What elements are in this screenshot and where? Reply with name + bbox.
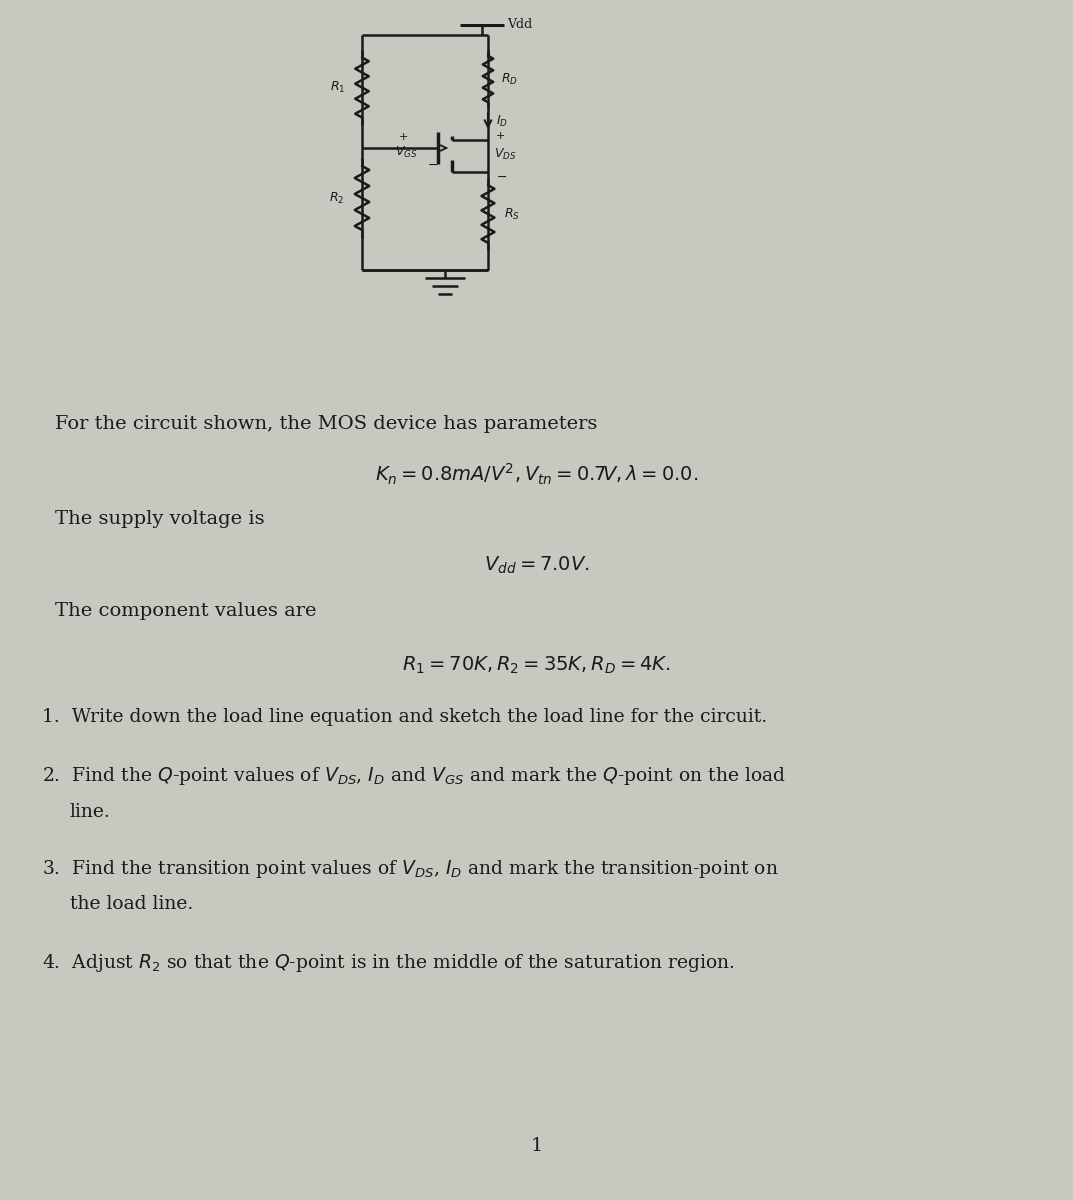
Text: The supply voltage is: The supply voltage is [55,510,265,528]
Text: the load line.: the load line. [70,895,193,913]
Text: 1.  Write down the load line equation and sketch the load line for the circuit.: 1. Write down the load line equation and… [42,708,767,726]
Text: $-$: $-$ [427,158,439,170]
Text: $R_2$: $R_2$ [328,191,344,205]
Text: +: + [398,132,408,142]
Text: $R_1 = 70K, R_2 = 35K, R_D = 4K.$: $R_1 = 70K, R_2 = 35K, R_D = 4K.$ [402,655,671,677]
Text: $I_D$: $I_D$ [496,114,508,128]
Text: 3.  Find the transition point values of $V_{DS}$, $I_D$ and mark the transition-: 3. Find the transition point values of $… [42,858,779,880]
Text: 4.  Adjust $R_2$ so that the $Q$-point is in the middle of the saturation region: 4. Adjust $R_2$ so that the $Q$-point is… [42,952,735,974]
Text: $V_{DS}$: $V_{DS}$ [494,146,516,162]
Text: 2.  Find the $Q$-point values of $V_{DS}$, $I_D$ and $V_{GS}$ and mark the $Q$-p: 2. Find the $Q$-point values of $V_{DS}$… [42,766,787,787]
Text: line.: line. [70,803,111,821]
Text: 1: 1 [530,1138,543,1154]
Text: $V_{GS}$: $V_{GS}$ [395,144,418,160]
Text: +: + [496,131,505,142]
Text: Vdd: Vdd [508,18,532,31]
Text: $R_1$: $R_1$ [329,80,346,95]
Text: $-$: $-$ [496,169,508,182]
Text: $R_S$: $R_S$ [504,206,520,222]
Text: $R_D$: $R_D$ [501,72,518,86]
Text: For the circuit shown, the MOS device has parameters: For the circuit shown, the MOS device ha… [55,415,598,433]
Text: $V_{dd} = 7.0V.$: $V_{dd} = 7.0V.$ [484,554,589,576]
Text: The component values are: The component values are [55,602,317,620]
Text: $K_n = 0.8mA/V^2, V_{tn} = 0.7V, \lambda = 0.0.$: $K_n = 0.8mA/V^2, V_{tn} = 0.7V, \lambda… [374,462,699,487]
